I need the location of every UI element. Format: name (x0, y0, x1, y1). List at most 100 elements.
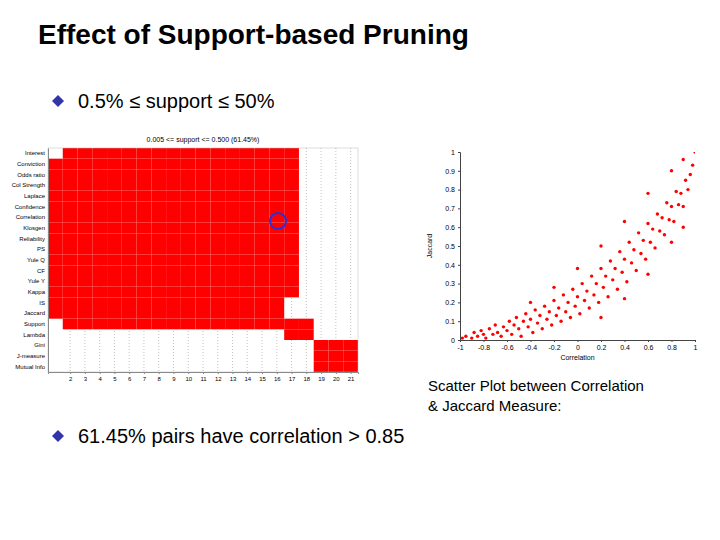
cell (240, 169, 255, 180)
cell (255, 329, 270, 340)
cell (284, 351, 299, 362)
cell (92, 148, 107, 159)
cell (137, 297, 152, 308)
cell (78, 201, 93, 212)
cell (240, 276, 255, 287)
cell (137, 201, 152, 212)
tick: 2 (69, 372, 73, 382)
tick-label: 8 (158, 376, 162, 382)
scatter-chart: -1-0.8-0.6-0.4-0.200.20.40.60.8100.10.20… (426, 149, 698, 361)
cell (343, 212, 358, 223)
cell (269, 265, 284, 276)
cell (328, 180, 343, 191)
tick-label: 15 (259, 376, 266, 382)
point (682, 226, 685, 229)
cell (343, 201, 358, 212)
cell (181, 159, 196, 170)
cell (181, 351, 196, 362)
cell (314, 308, 329, 319)
cell (48, 361, 63, 372)
cell (196, 361, 211, 372)
point (623, 257, 626, 260)
cell (314, 361, 329, 372)
axis-line (461, 341, 696, 343)
tick-mark (458, 208, 460, 209)
cell (210, 201, 225, 212)
cell (107, 308, 122, 319)
tick-label: 11 (200, 376, 207, 382)
cell (166, 297, 181, 308)
tick-mark (554, 340, 555, 342)
cell (63, 159, 78, 170)
cell (225, 308, 240, 319)
cell (225, 180, 240, 191)
point (635, 269, 638, 272)
cell (137, 191, 152, 202)
cell (151, 361, 166, 372)
cell (63, 191, 78, 202)
tick-label: -1 (457, 344, 463, 351)
cell (92, 340, 107, 351)
cell (181, 191, 196, 202)
cell (48, 169, 63, 180)
cell (78, 276, 93, 287)
cell (48, 319, 63, 330)
cell (107, 351, 122, 362)
tick: Interest (25, 150, 48, 156)
point (625, 280, 628, 283)
cell (78, 265, 93, 276)
point (491, 333, 494, 336)
tick: J-measure (17, 353, 48, 359)
cell (284, 201, 299, 212)
cell (78, 351, 93, 362)
cell (255, 340, 270, 351)
cell (78, 191, 93, 202)
cell (78, 297, 93, 308)
point (592, 293, 595, 296)
cell (166, 319, 181, 330)
cell (122, 223, 137, 234)
tick-label: Mutual Info (15, 364, 45, 370)
cell (63, 265, 78, 276)
cell (284, 297, 299, 308)
cell (284, 255, 299, 266)
cell (151, 159, 166, 170)
tick-label: 0 (451, 337, 455, 344)
cell (122, 351, 137, 362)
cell (63, 148, 78, 159)
cell (48, 297, 63, 308)
tick-mark (262, 372, 263, 374)
tick-label: -0.6 (501, 344, 513, 351)
cell (196, 159, 211, 170)
cell (299, 329, 314, 340)
cell (48, 276, 63, 287)
tick-mark (114, 372, 115, 374)
cell (181, 308, 196, 319)
cell (166, 351, 181, 362)
cell (122, 297, 137, 308)
cell (48, 308, 63, 319)
cell (137, 287, 152, 298)
point (510, 333, 513, 336)
tick: CF (37, 268, 48, 274)
tick-label: 3 (84, 376, 88, 382)
cell (299, 148, 314, 159)
bullet-marker (52, 95, 64, 107)
cell (122, 148, 137, 159)
tick: 19 (318, 372, 325, 382)
cell (78, 159, 93, 170)
tick-label: 0.3 (445, 280, 455, 287)
cell (196, 180, 211, 191)
point (505, 329, 508, 332)
tick: -0.2 (548, 340, 560, 351)
cell (314, 201, 329, 212)
cell (210, 340, 225, 351)
cell (196, 255, 211, 266)
tick-label: 13 (230, 376, 237, 382)
tick: 0.5 (445, 243, 460, 250)
cell (151, 255, 166, 266)
cell (255, 287, 270, 298)
cell (255, 255, 270, 266)
y-axis: InterestConvictionOdds ratioCol Strength… (12, 149, 49, 373)
tick: Odds ratio (17, 172, 48, 178)
